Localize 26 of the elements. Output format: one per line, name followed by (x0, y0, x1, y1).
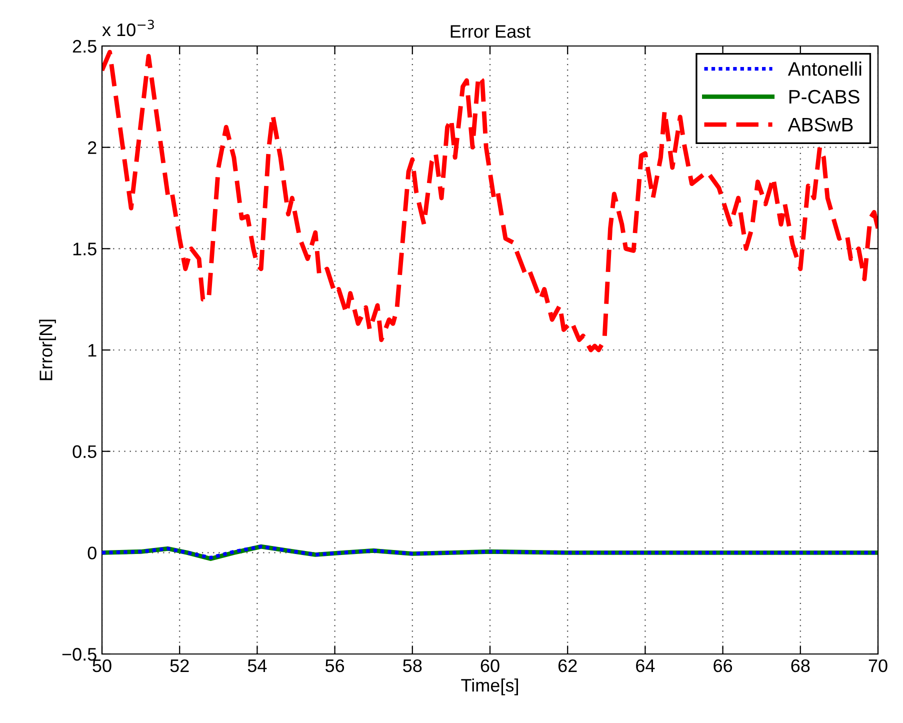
legend-label: ABSwB (788, 118, 853, 132)
y-tick-label: 0 (88, 546, 96, 560)
x-tick-label: 56 (325, 659, 344, 672)
y-tick-label: 1 (88, 344, 96, 357)
x-tick-label: 60 (480, 659, 500, 672)
x-axis-title: Time[s] (461, 678, 518, 696)
y-tick-label: −0.5 (62, 648, 96, 661)
x-tick-label: 54 (248, 660, 267, 672)
line-series (102, 50, 878, 352)
x-tick-label: 50 (92, 659, 112, 672)
legend-label: Antonelli (788, 62, 862, 76)
x-tick-label: 62 (558, 659, 577, 672)
x-tick-label: 70 (868, 659, 888, 672)
x-tick-label: 68 (791, 659, 810, 672)
y-axis-title: Error[N] (39, 320, 56, 380)
y-tick-label: 2 (88, 141, 96, 154)
chart-title: Error East (450, 25, 531, 38)
y-tick-label: 1.5 (73, 242, 96, 256)
legend-label: P-CABS (789, 90, 860, 104)
x-tick-label: 58 (403, 659, 422, 672)
y-tick-label: 0.5 (72, 445, 96, 458)
text: x 10$^{−3}$ (102, 20, 154, 36)
x-tick-label: 64 (636, 659, 655, 672)
x-tick-label: 66 (714, 659, 732, 672)
y-tick-label: 2.5 (72, 40, 96, 53)
x-tick-label: 52 (170, 659, 189, 672)
